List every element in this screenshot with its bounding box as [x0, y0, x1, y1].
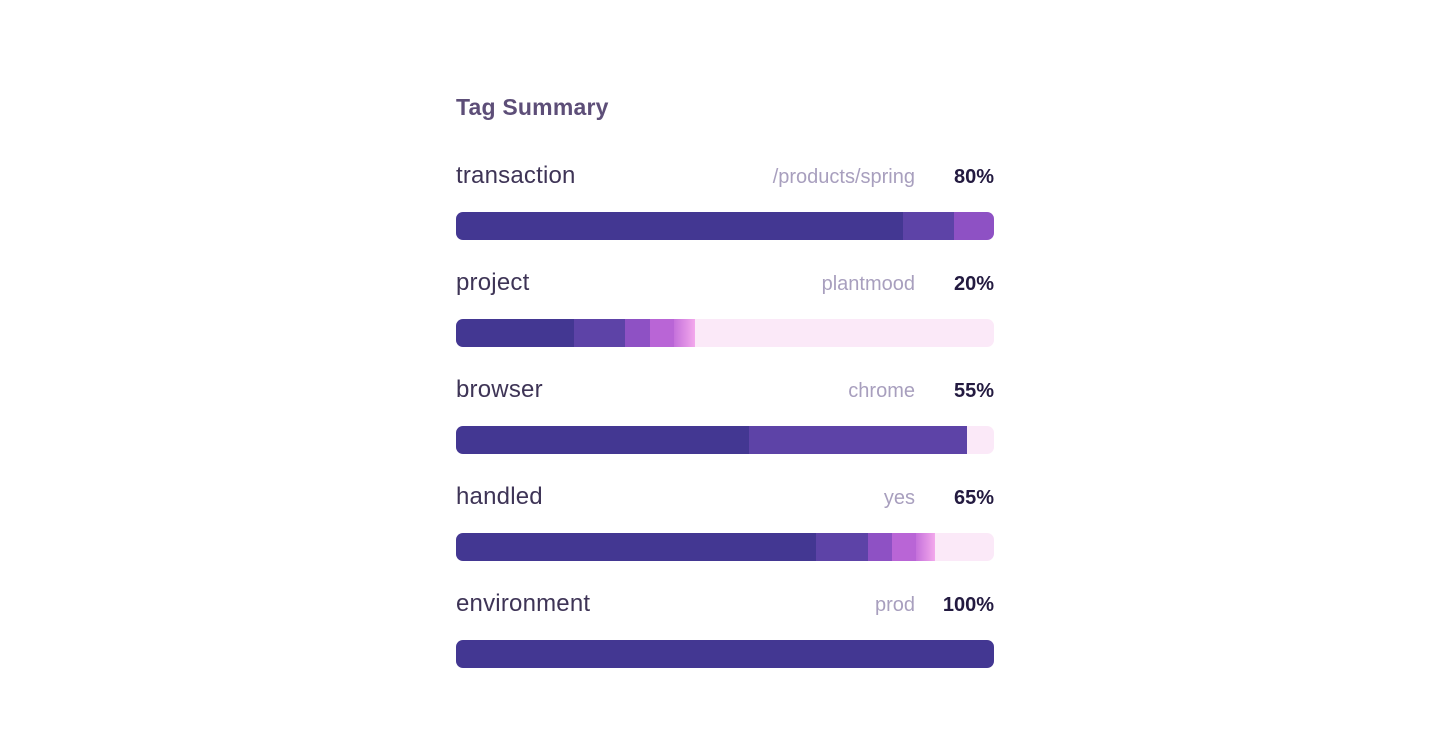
tag-row-header: project plantmood 20%: [456, 268, 994, 299]
bar-segment[interactable]: [915, 533, 935, 561]
tag-row-header: environment prod 100%: [456, 589, 994, 620]
bar-segment[interactable]: [649, 319, 674, 347]
tag-distribution-bar[interactable]: [456, 640, 994, 668]
tag-top-value: prod: [874, 594, 915, 616]
tag-percentage: 20%: [953, 273, 994, 295]
tag-row: handled yes 65%: [456, 482, 994, 561]
bar-segment[interactable]: [749, 426, 968, 454]
tag-row-header: transaction /products/spring 80%: [456, 161, 994, 192]
bar-segment[interactable]: [902, 212, 954, 240]
tag-top-value: chrome: [848, 380, 915, 402]
bar-segment[interactable]: [574, 319, 626, 347]
tag-distribution-bar[interactable]: [456, 426, 994, 454]
bar-segment[interactable]: [867, 533, 892, 561]
tag-percentage: 100%: [942, 594, 994, 616]
bar-segment[interactable]: [456, 533, 817, 561]
bar-segment[interactable]: [891, 533, 916, 561]
bar-segment[interactable]: [625, 319, 650, 347]
tag-row: transaction /products/spring 80%: [456, 161, 994, 240]
tag-distribution-bar[interactable]: [456, 212, 994, 240]
tag-row-header: handled yes 65%: [456, 482, 994, 513]
bar-segment[interactable]: [953, 212, 994, 240]
bar-segment[interactable]: [456, 426, 750, 454]
tag-name: browser: [456, 376, 543, 403]
tag-top-value: /products/spring: [772, 166, 915, 188]
tag-distribution-bar[interactable]: [456, 319, 994, 347]
tag-row-header: browser chrome 55%: [456, 375, 994, 406]
tag-name: transaction: [456, 162, 576, 189]
tag-name: project: [456, 269, 530, 296]
tag-row: environment prod 100%: [456, 589, 994, 668]
bar-segment[interactable]: [816, 533, 868, 561]
tag-percentage: 55%: [953, 380, 994, 402]
bar-segment[interactable]: [456, 212, 903, 240]
tag-name: handled: [456, 483, 543, 510]
tag-percentage: 65%: [953, 487, 994, 509]
tag-summary-panel: Tag Summary transaction /products/spring…: [456, 0, 994, 668]
bar-segment[interactable]: [456, 319, 575, 347]
tag-distribution-bar[interactable]: [456, 533, 994, 561]
bar-segment[interactable]: [456, 640, 994, 668]
tag-percentage: 80%: [953, 166, 994, 188]
tag-top-value: plantmood: [821, 273, 915, 295]
tag-row: browser chrome 55%: [456, 375, 994, 454]
bar-segment[interactable]: [673, 319, 696, 347]
panel-title: Tag Summary: [456, 94, 609, 120]
tag-rows: transaction /products/spring 80% project…: [456, 161, 994, 668]
tag-top-value: yes: [883, 487, 915, 509]
tag-row: project plantmood 20%: [456, 268, 994, 347]
tag-name: environment: [456, 590, 591, 617]
